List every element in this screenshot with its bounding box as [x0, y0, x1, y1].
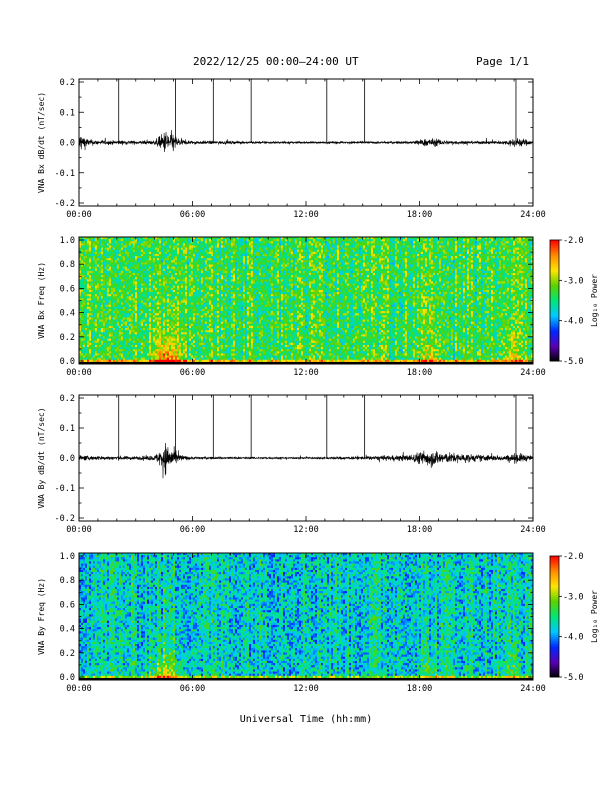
x-tick-label: 00:00	[66, 684, 92, 694]
x-tick-label: 06:00	[180, 684, 206, 694]
colorbar-tick-label: -3.0	[563, 276, 583, 286]
colorbar-tick-label: -3.0	[563, 592, 583, 602]
x-tick-label: 06:00	[180, 210, 206, 220]
y-tick-label: 0.2	[60, 78, 75, 88]
series-line-2	[79, 443, 533, 478]
y-tick-label: 0.4	[60, 309, 75, 319]
x-tick-label: 24:00	[520, 525, 546, 535]
y-axis-label-3: VNA By Freq (Hz)	[37, 578, 46, 655]
panels: 0.2 0.1 0.0 -0.1 -0.2 VNA Bx dB/dt (nT/sec) 00…	[37, 78, 599, 694]
x-tick-label: 24:00	[520, 210, 546, 220]
y-tick-label: 0.2	[60, 649, 75, 659]
y-tick-label: 0.1	[60, 108, 75, 118]
x-tick-label: 12:00	[293, 210, 319, 220]
y-tick-label: 0.0	[60, 673, 75, 683]
figure: 2022/12/25 00:00–24:00 UT Page 1/1 Unive…	[0, 0, 612, 792]
x-tick-label: 18:00	[407, 368, 433, 378]
y-tick-label: -0.2	[55, 514, 75, 524]
colorbar-tick-label: -4.0	[563, 633, 583, 643]
y-tick-label: 0.1	[60, 424, 75, 434]
y-tick-label: 0.0	[60, 454, 75, 464]
y-tick-label: 0.6	[60, 284, 75, 294]
heatmap-cells-1	[79, 237, 533, 364]
y-tick-label: 0.4	[60, 625, 75, 635]
y-tick-label: 0.8	[60, 260, 75, 270]
x-tick-label: 06:00	[180, 368, 206, 378]
y-tick-label: 0.2	[60, 333, 75, 343]
x-tick-label: 00:00	[66, 210, 92, 220]
x-tick-label: 12:00	[293, 368, 319, 378]
colorbar-label: Log₁₀ Power	[590, 590, 599, 643]
y-tick-label: 0.6	[60, 600, 75, 610]
heatmap-cells-3	[79, 553, 533, 680]
colorbar-label: Log₁₀ Power	[590, 274, 599, 327]
page-title: 2022/12/25 00:00–24:00 UT	[193, 55, 359, 68]
colorbar-tick-label: -2.0	[563, 552, 583, 562]
x-tick-label: 18:00	[407, 684, 433, 694]
y-axis-label-1: VNA Bx Freq (Hz)	[37, 262, 46, 339]
x-tick-label: 00:00	[66, 525, 92, 535]
colorbar-tick-label: -5.0	[563, 357, 583, 367]
page-number: Page 1/1	[476, 55, 529, 68]
x-tick-label: 06:00	[180, 525, 206, 535]
y-tick-label: 0.0	[60, 139, 75, 149]
y-tick-label: -0.1	[55, 169, 75, 179]
y-tick-label: 1.0	[60, 236, 75, 246]
colorbar-tick-label: -4.0	[563, 317, 583, 327]
y-tick-label: 0.2	[60, 394, 75, 404]
x-tick-label: 12:00	[293, 525, 319, 535]
x-tick-label: 24:00	[520, 684, 546, 694]
y-tick-label: 1.0	[60, 552, 75, 562]
y-tick-label: 0.0	[60, 357, 75, 367]
y-tick-label: 0.8	[60, 576, 75, 586]
y-axis-label-0: VNA Bx dB/dt (nT/sec)	[37, 92, 46, 193]
y-axis-label-2: VNA By dB/dt (nT/sec)	[37, 407, 46, 508]
x-tick-label: 18:00	[407, 525, 433, 535]
series-line-0	[79, 130, 533, 152]
y-tick-label: -0.2	[55, 199, 75, 209]
x-tick-label: 18:00	[407, 210, 433, 220]
x-tick-label: 00:00	[66, 368, 92, 378]
y-tick-label: -0.1	[55, 484, 75, 494]
x-axis-label: Universal Time (hh:mm)	[240, 714, 372, 725]
colorbar-tick-label: -5.0	[563, 673, 583, 683]
x-tick-label: 24:00	[520, 368, 546, 378]
colorbar-tick-label: -2.0	[563, 236, 583, 246]
x-tick-label: 12:00	[293, 684, 319, 694]
